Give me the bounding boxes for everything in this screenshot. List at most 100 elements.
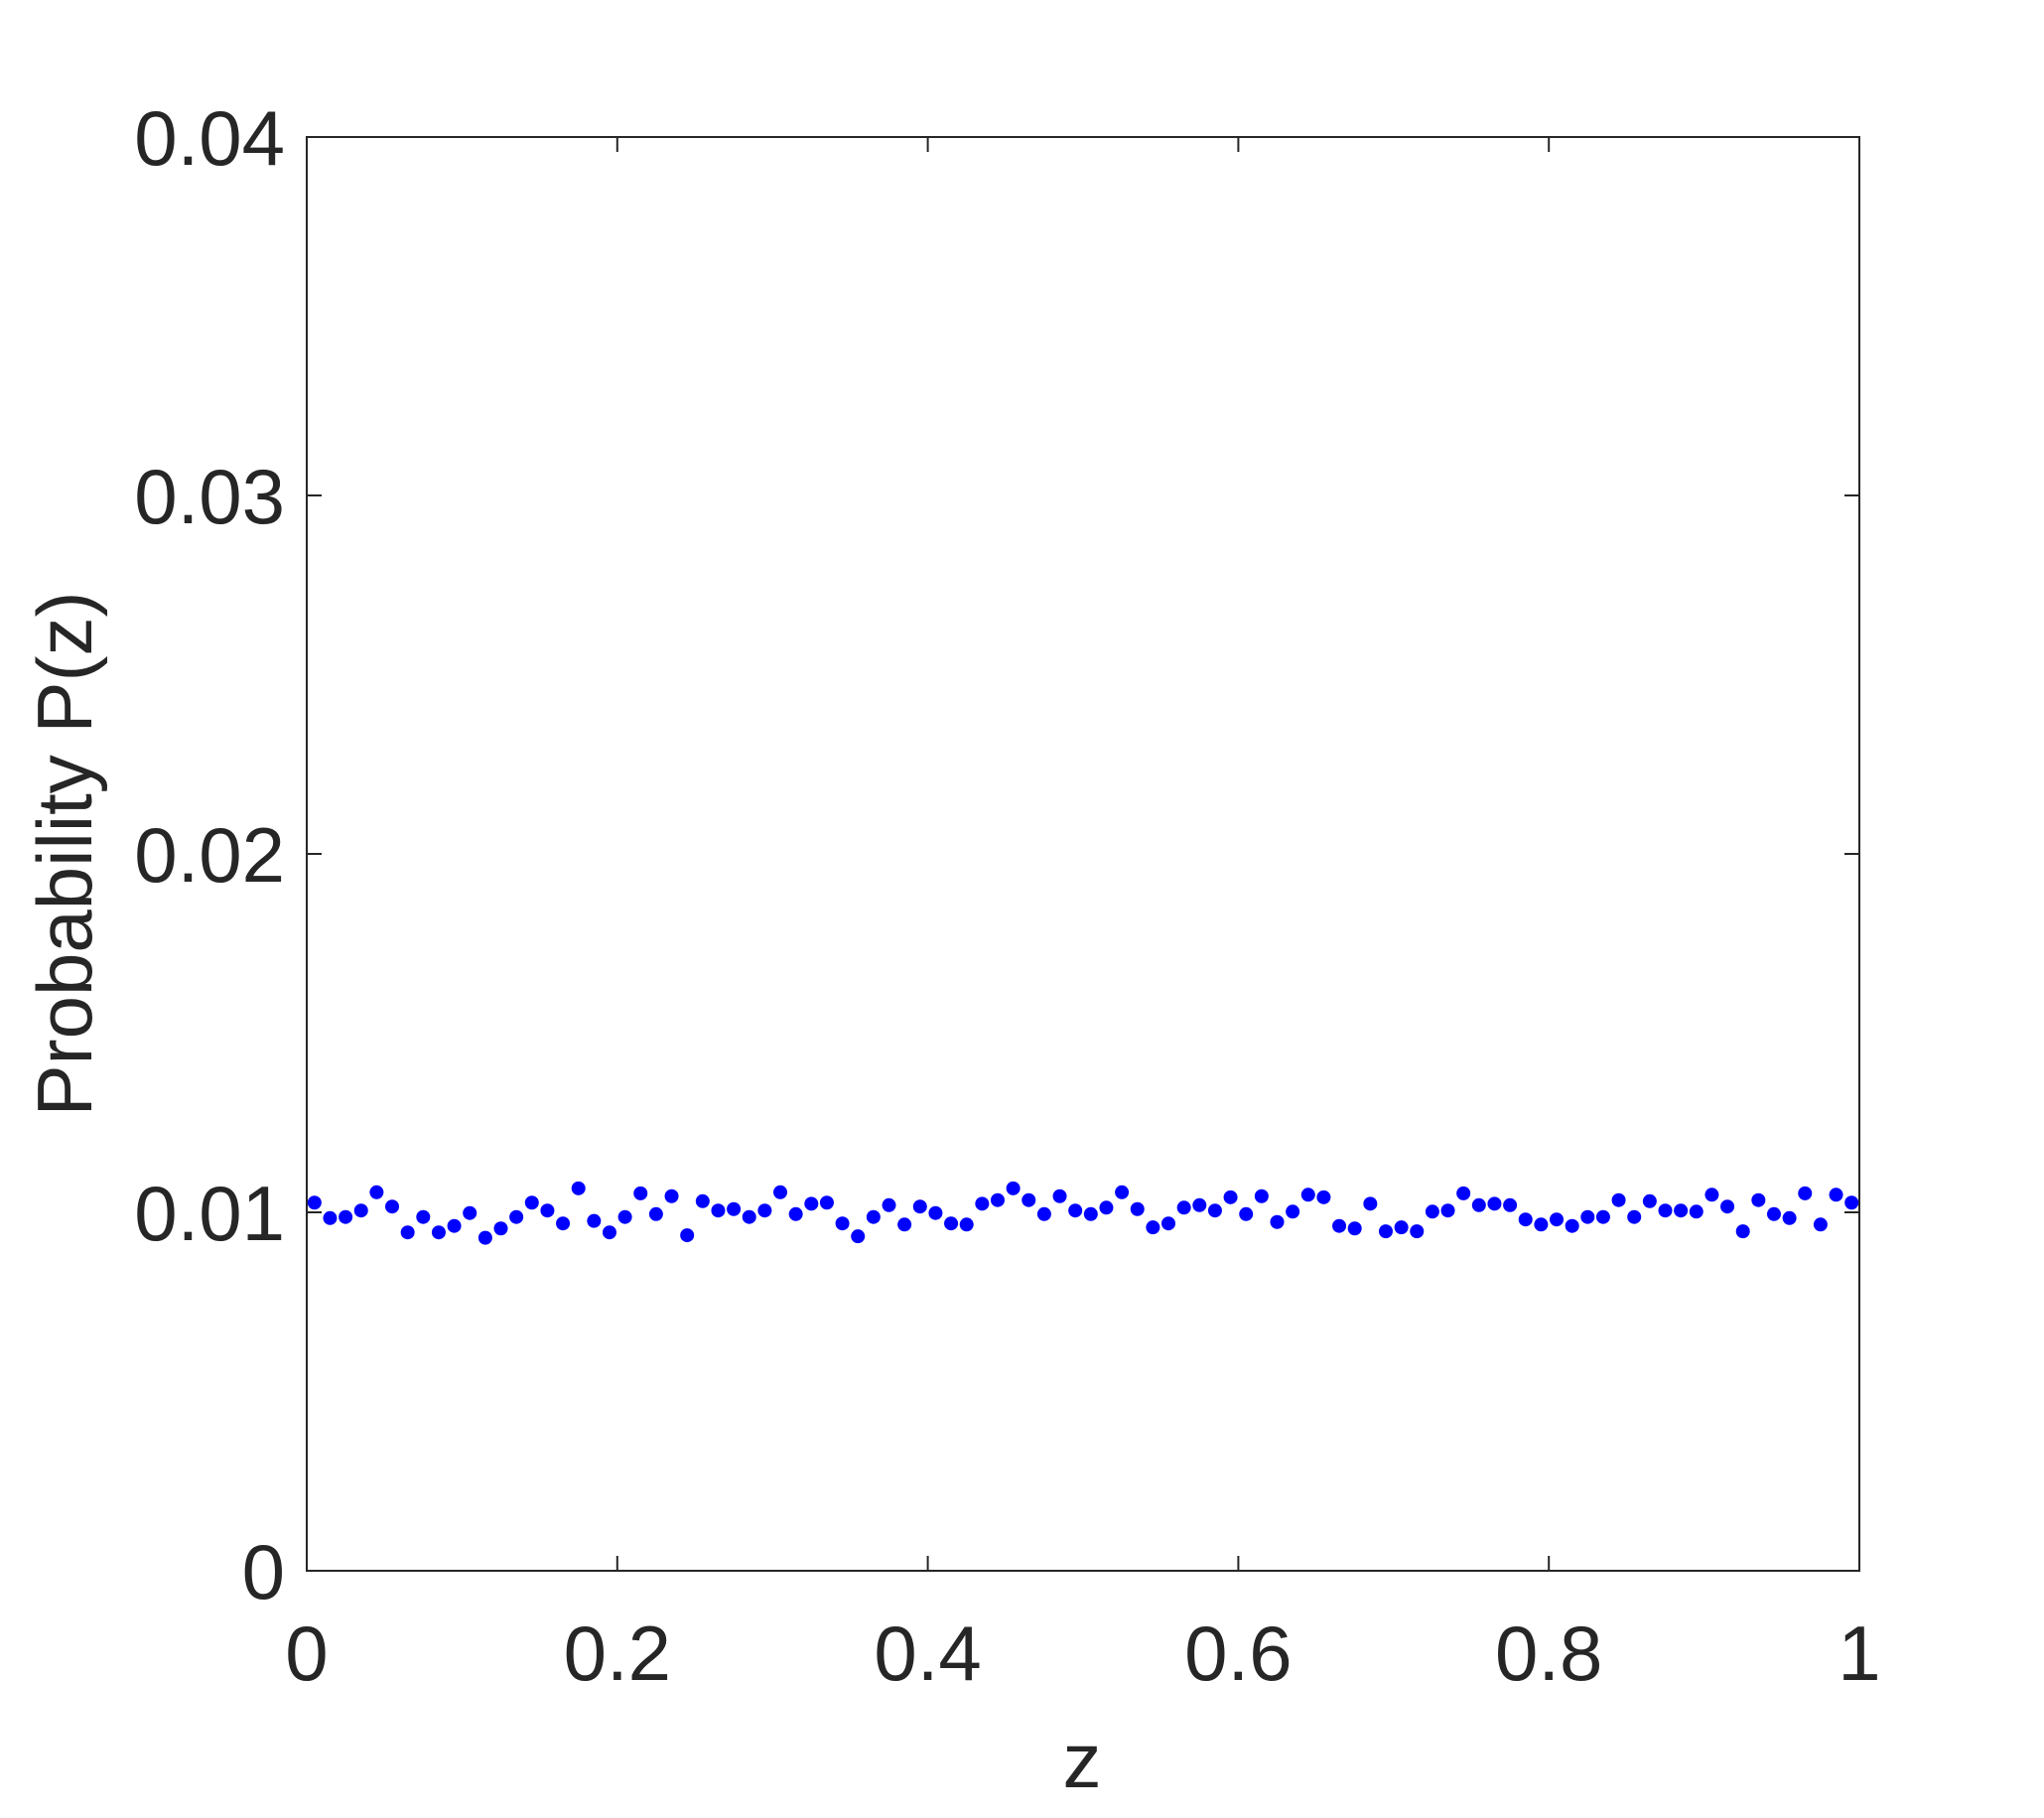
point <box>602 1225 616 1240</box>
y-tick-label: 0 <box>242 1528 285 1615</box>
point <box>477 1230 492 1245</box>
point <box>1440 1203 1455 1218</box>
point <box>1580 1209 1595 1224</box>
point <box>323 1210 338 1225</box>
point <box>928 1205 943 1220</box>
point <box>307 1195 322 1210</box>
point <box>416 1209 431 1224</box>
point <box>882 1197 896 1212</box>
point <box>540 1203 555 1218</box>
point <box>617 1209 632 1224</box>
point <box>1052 1189 1067 1203</box>
point <box>1565 1218 1579 1233</box>
point <box>1347 1221 1362 1236</box>
point <box>1130 1201 1145 1216</box>
point <box>1658 1203 1673 1218</box>
point <box>1735 1224 1750 1239</box>
point <box>711 1203 726 1218</box>
point <box>1844 1195 1859 1210</box>
x-tick-label: 1 <box>1838 1609 1880 1697</box>
point <box>695 1193 710 1208</box>
point <box>851 1229 866 1244</box>
y-tick-label: 0.02 <box>134 811 285 899</box>
point <box>788 1206 803 1221</box>
point <box>1642 1193 1657 1208</box>
point <box>680 1228 695 1243</box>
point <box>1425 1204 1439 1219</box>
y-tick-label: 0.01 <box>134 1170 285 1257</box>
point <box>648 1206 663 1221</box>
point <box>463 1205 477 1220</box>
point <box>1022 1192 1036 1207</box>
point <box>1782 1210 1797 1225</box>
point <box>1720 1199 1735 1214</box>
point <box>400 1225 415 1240</box>
point <box>1006 1181 1021 1195</box>
point <box>385 1199 400 1214</box>
y-axis-label: Probability P(z) <box>21 592 108 1117</box>
point <box>835 1216 850 1231</box>
point <box>1115 1185 1130 1199</box>
point <box>1270 1214 1285 1229</box>
point <box>804 1196 819 1211</box>
point <box>1503 1197 1518 1212</box>
point <box>990 1192 1005 1207</box>
point <box>509 1209 524 1224</box>
point <box>944 1216 959 1231</box>
point <box>1798 1186 1813 1200</box>
point <box>866 1209 881 1224</box>
point <box>369 1185 384 1199</box>
point <box>353 1203 368 1218</box>
point <box>1595 1209 1610 1224</box>
point <box>1487 1196 1502 1211</box>
point <box>1192 1197 1207 1212</box>
point <box>912 1199 927 1214</box>
point <box>1363 1196 1378 1211</box>
point <box>1036 1206 1051 1221</box>
point <box>556 1216 571 1231</box>
point <box>1223 1189 1238 1204</box>
point <box>587 1213 602 1228</box>
point <box>1689 1204 1703 1219</box>
point <box>1550 1212 1565 1227</box>
point <box>1394 1220 1409 1235</box>
point <box>1704 1188 1719 1202</box>
point <box>757 1203 772 1218</box>
point <box>1161 1216 1176 1231</box>
point <box>1829 1188 1843 1202</box>
y-tick-label: 0.03 <box>134 453 285 540</box>
point <box>1176 1200 1191 1215</box>
point <box>447 1218 462 1233</box>
point <box>664 1189 679 1203</box>
point <box>571 1181 586 1195</box>
point <box>742 1209 756 1224</box>
x-tick-label: 0.8 <box>1495 1609 1602 1697</box>
x-tick-label: 0.2 <box>564 1609 671 1697</box>
point <box>1410 1224 1425 1239</box>
point <box>1332 1218 1347 1233</box>
point <box>975 1196 990 1211</box>
point <box>1207 1203 1222 1218</box>
point <box>493 1221 508 1236</box>
x-tick-label: 0 <box>285 1609 328 1697</box>
point <box>1378 1224 1393 1239</box>
point <box>1254 1189 1269 1203</box>
point <box>1813 1217 1828 1232</box>
point <box>1239 1206 1254 1221</box>
point <box>1068 1203 1083 1218</box>
x-axis-label: z <box>1063 1717 1102 1804</box>
point <box>1300 1188 1315 1202</box>
point <box>773 1185 788 1199</box>
point <box>1286 1204 1300 1219</box>
y-tick-label: 0.04 <box>134 94 285 182</box>
point <box>1534 1217 1549 1232</box>
point <box>524 1195 539 1210</box>
point <box>1146 1220 1160 1235</box>
point <box>1456 1186 1471 1200</box>
point <box>1316 1189 1331 1204</box>
point <box>1751 1192 1766 1207</box>
point <box>819 1195 834 1210</box>
point <box>1471 1197 1486 1212</box>
